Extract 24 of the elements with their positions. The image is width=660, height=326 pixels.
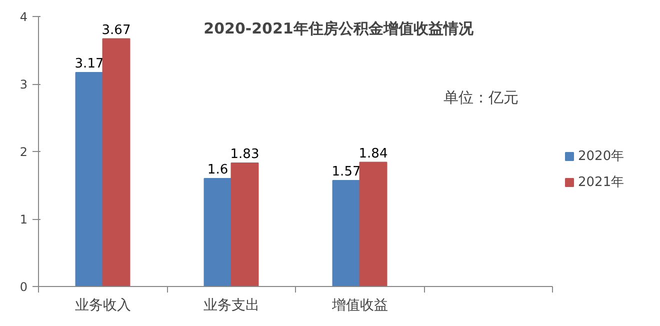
x-tick-label: 业务收入	[74, 298, 131, 314]
data-label: 1.57	[332, 164, 361, 180]
x-tick-label: 增值收益	[330, 298, 388, 314]
data-label: 1.84	[358, 146, 388, 162]
data-label: 3.67	[102, 22, 131, 38]
data-label: 3.17	[74, 56, 104, 72]
bar	[332, 180, 360, 286]
legend-label: 2020年	[578, 148, 624, 165]
bar	[75, 72, 104, 286]
bar	[204, 178, 232, 286]
data-label: 1.83	[230, 146, 260, 162]
y-tick-label: 3	[20, 78, 28, 92]
y-tick-label: 0	[20, 280, 28, 294]
data-label: 1.6	[207, 162, 228, 178]
legend-label: 2021年	[578, 174, 624, 191]
bar	[359, 162, 388, 286]
x-tick-label: 业务支出	[203, 298, 260, 314]
bar	[102, 38, 130, 286]
y-tick-label: 1	[20, 212, 28, 226]
annotation: 单位：亿元	[444, 88, 518, 106]
bar	[230, 162, 259, 286]
y-tick-label: 2	[20, 145, 28, 159]
y-tick-label: 4	[20, 10, 28, 24]
chart-title: 2020-2021年住房公积金增值收益情况	[204, 20, 474, 38]
